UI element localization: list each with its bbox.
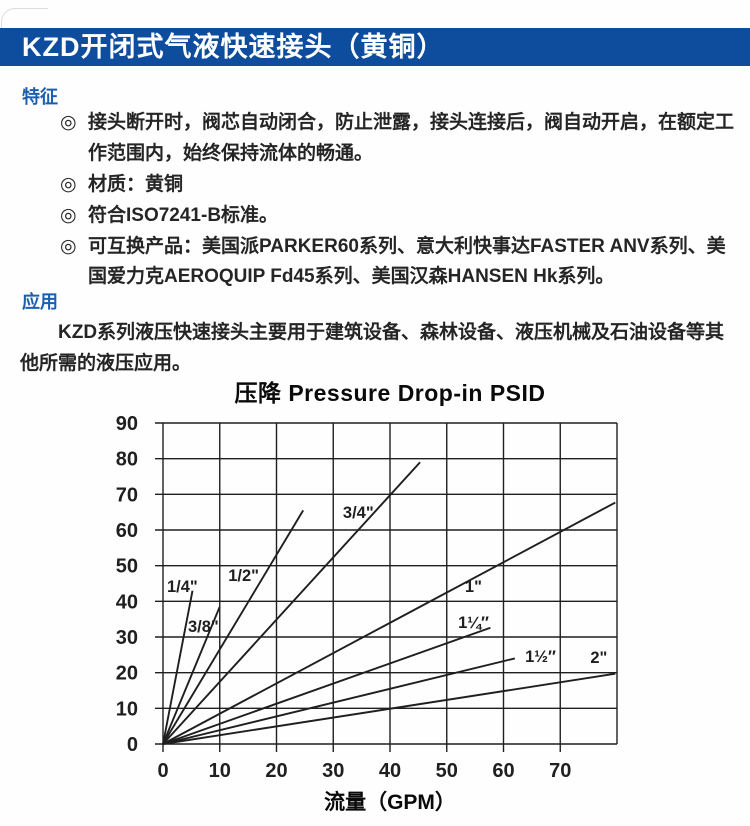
feature-item-text: 材质：黄铜	[88, 173, 184, 195]
features-heading: 特征	[22, 87, 58, 107]
series-label: 1"	[465, 578, 482, 596]
bullet-icon: ◎	[60, 235, 77, 257]
y-tick-label: 90	[116, 413, 138, 435]
x-tick-label: 10	[209, 760, 231, 782]
bullet-icon: ◎	[60, 112, 77, 133]
y-tick-label: 20	[116, 663, 138, 685]
series-line	[162, 590, 194, 745]
series-line	[162, 501, 616, 745]
x-tick-label: 60	[492, 760, 514, 782]
x-tick-label: 20	[265, 760, 287, 782]
y-tick-label: 70	[116, 484, 138, 506]
feature-item: ◎ 可互换产品：美国派PARKER60系列、意大利快事达FASTER ANV系列、…	[60, 232, 736, 293]
series-label: 1½″	[525, 648, 556, 666]
y-tick-label: 40	[116, 591, 138, 613]
chart-title: 压降 Pressure Drop-in PSID	[234, 380, 546, 406]
feature-item: ◎ 接头断开时，阀芯自动闭合，防止泄露，接头连接后，阀自动开启，在额定工作范围内，…	[60, 108, 736, 169]
bullet-icon: ◎	[60, 173, 77, 195]
chart-x-axis-label: 流量（GPM）	[324, 791, 456, 814]
series-label: 1/2"	[228, 567, 259, 585]
x-tick-label: 40	[379, 760, 401, 782]
y-tick-label: 50	[116, 556, 138, 578]
y-tick-label: 30	[116, 627, 138, 649]
pressure-drop-chart: 0 10 20 30 40 50 60 70 80 90 0 10 20 30 40 50 60 70 1/4" 3/…	[116, 413, 618, 782]
y-tick-label: 10	[116, 698, 138, 720]
series-line	[162, 509, 304, 745]
application-heading: 应用	[22, 292, 58, 312]
x-tick-label: 50	[436, 760, 458, 782]
series-label: 3/8"	[188, 618, 219, 636]
feature-item-text: 符合ISO7241-B标准。	[88, 204, 279, 226]
feature-list: ◎ 接头断开时，阀芯自动闭合，防止泄露，接头连接后，阀自动开启，在额定工作范围内，…	[60, 108, 736, 293]
page-title: KZD开闭式气液快速接头（黄铜）	[22, 32, 445, 62]
x-tick-label: 0	[157, 760, 168, 782]
series-line	[162, 657, 516, 745]
y-tick-label: 80	[116, 449, 138, 471]
series-label: 2"	[590, 649, 607, 667]
x-tick-label: 70	[549, 760, 571, 782]
feature-item: ◎ 材质：黄铜	[60, 170, 736, 201]
feature-item: ◎ 符合ISO7241-B标准。	[60, 201, 736, 232]
y-tick-label: 0	[127, 734, 138, 756]
bullet-icon: ◎	[60, 204, 77, 226]
series-line	[162, 461, 421, 745]
series-label: 1¼″	[458, 614, 489, 632]
series-line	[162, 626, 491, 745]
series-label: 3/4"	[343, 504, 374, 522]
series-label: 1/4"	[167, 578, 198, 596]
page-corner-border	[1, 8, 48, 39]
feature-item-text: 可互换产品：美国派PARKER60系列、意大利快事达FASTER ANV系列、美…	[88, 235, 726, 288]
feature-item-text: 接头断开时，阀芯自动闭合，防止泄露，接头连接后，阀自动开启，在额定工作范围内，始…	[88, 112, 735, 164]
series-line	[162, 672, 616, 745]
y-tick-label: 60	[116, 520, 138, 542]
page-title-banner: KZD开闭式气液快速接头（黄铜）	[0, 28, 750, 66]
series-line	[162, 606, 221, 745]
application-text: KZD系列液压快速接头主要用于建筑设备、森林设备、液压机械及石油设备等其他所需的…	[20, 322, 725, 374]
x-tick-label: 30	[322, 760, 344, 782]
